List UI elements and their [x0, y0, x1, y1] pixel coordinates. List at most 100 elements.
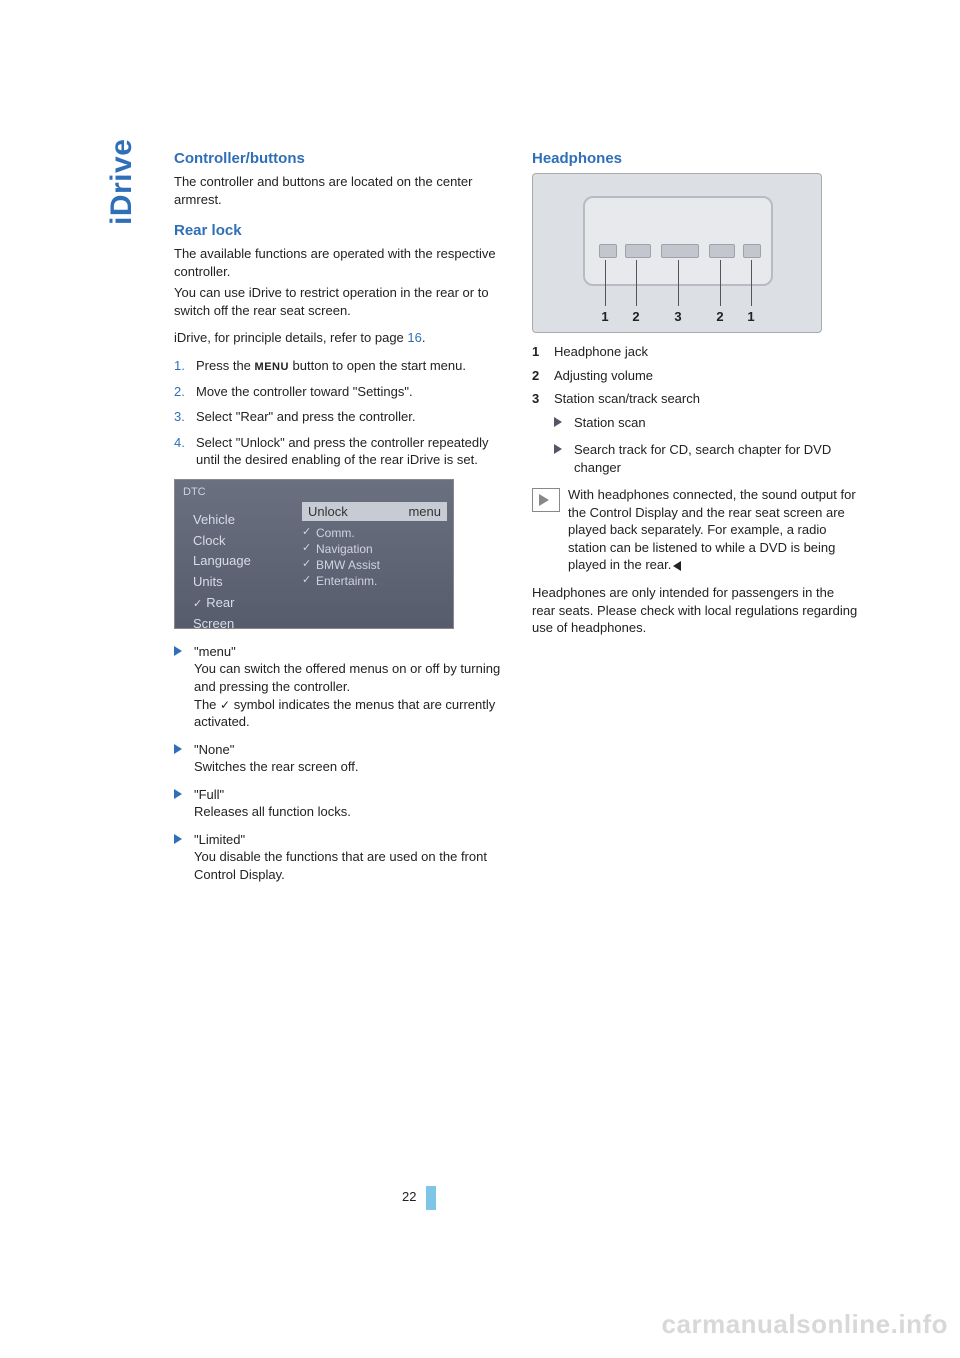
option-desc: Releases all function locks. — [194, 803, 502, 821]
right-item: BMW Assist — [302, 557, 447, 573]
check-icon: ✓ — [220, 697, 230, 713]
para-idrive-ref: iDrive, for principle details, refer to … — [174, 329, 502, 347]
legend-3: 3 Station scan/track search Station scan… — [532, 390, 860, 476]
step-4: 4. Select "Unlock" and press the control… — [174, 434, 502, 469]
legend-3-sublist: Station scan Search track for CD, search… — [554, 414, 860, 477]
text: With headphones connected, the sound out… — [568, 487, 856, 572]
right-item: Entertainm. — [302, 573, 447, 589]
right-item: Comm. — [302, 525, 447, 541]
text: Move the controller toward "Settings". — [196, 384, 413, 399]
idrive-screenshot: DTC Vehicle Clock Language Units Rear Sc… — [174, 479, 454, 629]
step-num: 3. — [174, 408, 185, 426]
option-title: "menu" — [194, 643, 502, 661]
option-desc: The ✓ symbol indicates the menus that ar… — [194, 696, 502, 731]
option-title: "Full" — [194, 786, 502, 804]
legend-num: 2 — [532, 367, 539, 385]
option-title: "Limited" — [194, 831, 502, 849]
side-tab-idrive: iDrive — [105, 139, 139, 225]
text: button to open the start menu. — [289, 358, 466, 373]
para-headphones-last: Headphones are only intended for passeng… — [532, 584, 860, 637]
step-2: 2. Move the controller toward "Settings"… — [174, 383, 502, 401]
step-num: 4. — [174, 434, 185, 452]
right-column: Headphones 1 2 3 2 1 — [532, 150, 860, 894]
sub-station-scan: Station scan — [554, 414, 860, 432]
list-item: Screen — [193, 614, 251, 635]
legend-num: 3 — [532, 390, 539, 408]
screenshot-left-list: Vehicle Clock Language Units Rear Screen — [193, 510, 251, 635]
callout-3: 3 — [674, 309, 681, 324]
callout-line — [636, 260, 637, 306]
step-1: 1. Press the MENU button to open the sta… — [174, 357, 502, 375]
menu-label: menu — [408, 504, 441, 519]
jack-1 — [599, 244, 617, 258]
step-num: 2. — [174, 383, 185, 401]
jack-2 — [743, 244, 761, 258]
text: iDrive, for principle details, refer to … — [174, 330, 407, 345]
list-item: Vehicle — [193, 510, 251, 531]
page-mark — [426, 1186, 436, 1210]
text: symbol indicates the menus that are curr… — [194, 697, 495, 730]
para-controller-location: The controller and buttons are located o… — [174, 173, 502, 208]
option-desc: You disable the functions that are used … — [194, 848, 502, 883]
note-box: With headphones connected, the sound out… — [532, 486, 860, 574]
option-desc: Switches the rear screen off. — [194, 758, 502, 776]
left-column: Controller/buttons The controller and bu… — [174, 150, 502, 894]
end-triangle-icon — [673, 561, 681, 571]
step-3: 3. Select "Rear" and press the controlle… — [174, 408, 502, 426]
callout-line — [751, 260, 752, 306]
note-icon — [532, 488, 560, 512]
page-number: 22 — [402, 1189, 416, 1204]
headphone-device-figure: 1 2 3 2 1 — [532, 173, 822, 333]
option-menu: "menu" You can switch the offered menus … — [174, 643, 502, 731]
text: Select "Unlock" and press the controller… — [196, 435, 489, 468]
legend-2: 2 Adjusting volume — [532, 367, 860, 385]
list-item: Units — [193, 572, 251, 593]
vol-2 — [709, 244, 735, 258]
legend-num: 1 — [532, 343, 539, 361]
option-title: "None" — [194, 741, 502, 759]
callout-line — [720, 260, 721, 306]
sub-search-track: Search track for CD, search chapter for … — [554, 441, 860, 476]
heading-rear-lock: Rear lock — [174, 222, 502, 239]
text: Press the — [196, 358, 255, 373]
text: . — [422, 330, 426, 345]
callout-1b: 1 — [747, 309, 754, 324]
unlock-row: Unlock menu — [302, 502, 447, 521]
callout-line — [605, 260, 606, 306]
para-rear-lock-1: The available functions are operated wit… — [174, 245, 502, 280]
heading-controller-buttons: Controller/buttons — [174, 150, 502, 167]
steps-list: 1. Press the MENU button to open the sta… — [174, 357, 502, 469]
legend-text: Headphone jack — [554, 344, 648, 359]
callout-line — [678, 260, 679, 306]
legend-1: 1 Headphone jack — [532, 343, 860, 361]
vol-1 — [625, 244, 651, 258]
headphone-legend: 1 Headphone jack 2 Adjusting volume 3 St… — [532, 343, 860, 476]
right-item: Navigation — [302, 541, 447, 557]
callout-2b: 2 — [716, 309, 723, 324]
callout-2: 2 — [632, 309, 639, 324]
step-num: 1. — [174, 357, 185, 375]
option-full: "Full" Releases all function locks. — [174, 786, 502, 821]
list-item: Clock — [193, 531, 251, 552]
callout-1: 1 — [601, 309, 608, 324]
legend-text: Adjusting volume — [554, 368, 653, 383]
note-text: With headphones connected, the sound out… — [568, 486, 860, 574]
heading-headphones: Headphones — [532, 150, 860, 167]
list-item-selected: Rear — [193, 593, 251, 614]
options-list: "menu" You can switch the offered menus … — [174, 643, 502, 884]
option-none: "None" Switches the rear screen off. — [174, 741, 502, 776]
scan — [661, 244, 699, 258]
unlock-label: Unlock — [308, 504, 348, 519]
text: The — [194, 697, 220, 712]
text: Select "Rear" and press the controller. — [196, 409, 416, 424]
list-item: Language — [193, 551, 251, 572]
watermark: carmanualsonline.info — [662, 1309, 948, 1340]
legend-text: Station scan/track search — [554, 391, 700, 406]
option-desc: You can switch the offered menus on or o… — [194, 660, 502, 695]
page-link-16[interactable]: 16 — [407, 330, 421, 345]
menu-button-label: MENU — [255, 361, 289, 373]
screenshot-right-panel: Unlock menu Comm. Navigation BMW Assist … — [302, 502, 447, 589]
option-limited: "Limited" You disable the functions that… — [174, 831, 502, 884]
screenshot-topbar: DTC — [183, 486, 206, 498]
para-rear-lock-2: You can use iDrive to restrict operation… — [174, 284, 502, 319]
